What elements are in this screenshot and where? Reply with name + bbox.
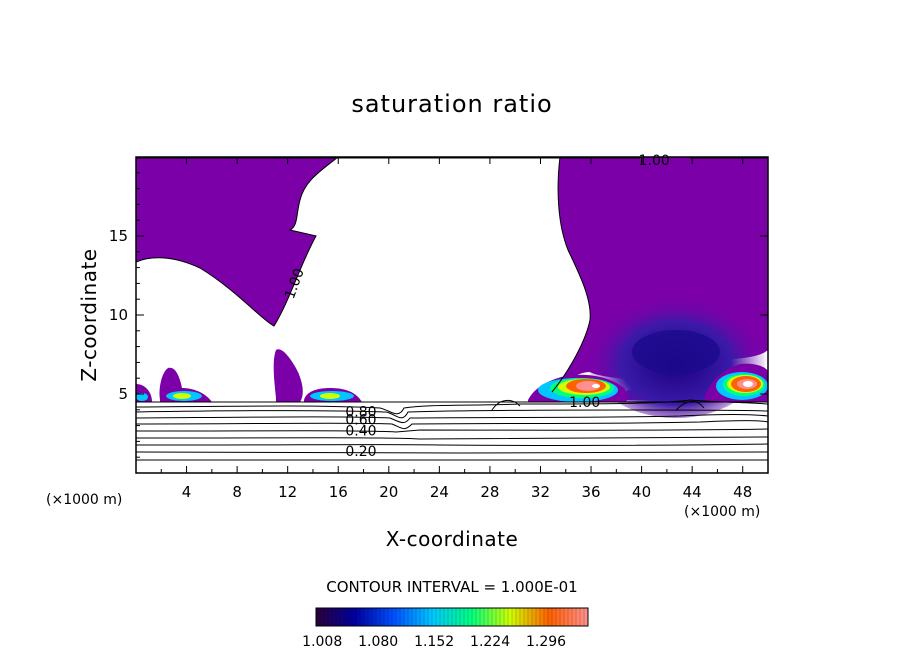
contour-lines [136, 399, 768, 461]
cell-x11 [273, 349, 303, 402]
core-x47-white [743, 381, 753, 387]
contour-label: 0.60 [345, 412, 376, 428]
x-tick-label: 40 [632, 483, 651, 501]
contour-bump-x29 [491, 400, 521, 411]
x-tick-label: 48 [733, 483, 752, 501]
x-axis-label: X-coordinate [386, 527, 519, 551]
colorbar-ticks: 1.008 1.080 1.152 1.224 1.296 [302, 634, 566, 650]
contour-label: 0.20 [345, 444, 376, 460]
contour-line-4 [136, 414, 768, 424]
contour-line-5 [136, 420, 768, 430]
y-tick-label: 10 [109, 306, 128, 324]
colorbar: 1.008 1.080 1.152 1.224 1.296 [302, 607, 589, 650]
outline-upper-left [136, 157, 339, 327]
y-tick-label: 5 [118, 385, 128, 403]
x-tick-label: 28 [480, 483, 499, 501]
x-tick-label: 24 [430, 483, 449, 501]
colorbar-tick-label: 1.224 [470, 634, 510, 650]
x-tick-label: 36 [581, 483, 600, 501]
contour-line-3 [136, 409, 768, 419]
region-east-core-inner [632, 330, 720, 374]
contour-label: 0.40 [345, 423, 376, 439]
z-unit-label: (×1000 m) [684, 504, 760, 520]
x-tick-label: 32 [531, 483, 550, 501]
contour-label: 0.80 [345, 404, 376, 420]
contour-interval-text: CONTOUR INTERVAL = 1.000E-01 [326, 578, 577, 596]
colorbar-tick-label: 1.008 [302, 634, 342, 650]
core-x4-inner [173, 393, 191, 399]
core-x15-inner [320, 393, 340, 399]
y-axis: 5 10 15 [109, 172, 768, 458]
contour-label: 1.00 [639, 153, 670, 169]
x-tick-label: 4 [182, 483, 192, 501]
core-west-edge [136, 393, 148, 401]
x-tick-label: 16 [329, 483, 348, 501]
region-upper-left [136, 157, 338, 326]
x-tick-label: 12 [278, 483, 297, 501]
x-axis: 4 8 12 16 20 24 28 32 36 40 44 48 [160, 157, 752, 501]
saturation-outline [136, 157, 768, 393]
outline-upper-right [551, 157, 591, 393]
contour-label: 1.00 [569, 395, 600, 411]
contour-bump-x43 [675, 401, 705, 411]
x-unit-label: (×1000 m) [46, 492, 122, 508]
core-x35-white [592, 384, 600, 388]
contour-line-7 [136, 436, 768, 440]
contour-line-2 [136, 399, 768, 415]
y-axis-label: Z-coordinate [77, 248, 101, 381]
colorbar-tick-label: 1.152 [414, 634, 454, 650]
plot-area [136, 157, 768, 473]
contour-line-6 [136, 428, 768, 433]
x-tick-label: 44 [683, 483, 702, 501]
contour-line-8 [136, 443, 768, 446]
x-tick-label: 8 [232, 483, 242, 501]
colorbar-tick-label: 1.296 [526, 634, 566, 650]
chart-title: saturation ratio [351, 90, 552, 118]
x-tick-label: 20 [379, 483, 398, 501]
cell-cores [136, 372, 768, 402]
y-tick-label: 15 [109, 227, 128, 245]
colorbar-stripes [319, 608, 585, 626]
core-x35-pink [576, 381, 600, 391]
colorbar-tick-label: 1.080 [358, 634, 398, 650]
colorbar-bar [315, 607, 589, 627]
contour-line-9 [136, 451, 768, 454]
